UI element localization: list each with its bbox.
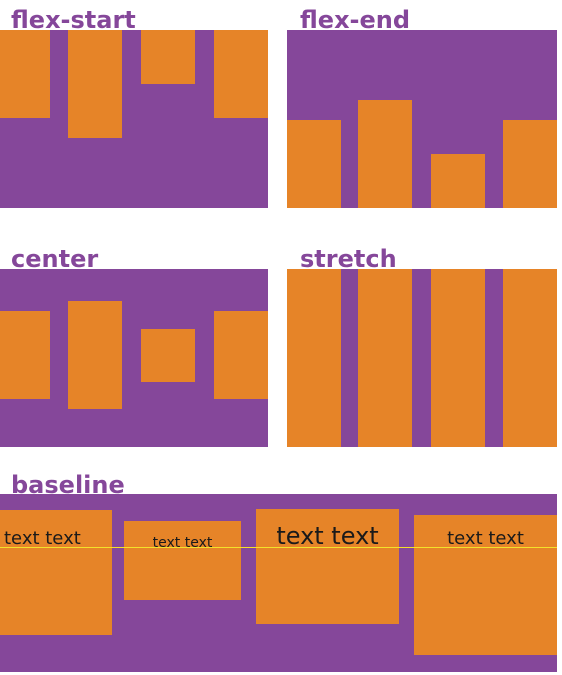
panel-center xyxy=(0,269,268,447)
baseline-item-1-text: text text xyxy=(4,528,81,549)
stretch-item-1 xyxy=(287,269,341,447)
baseline-item-3: text text xyxy=(256,509,399,624)
panel-flex-start xyxy=(0,30,268,208)
stretch-item-4 xyxy=(503,269,557,447)
panel-stretch xyxy=(287,269,557,447)
title-stretch: stretch xyxy=(300,245,397,273)
center-item-3 xyxy=(141,329,195,382)
baseline-item-4: text text xyxy=(414,515,557,655)
stretch-item-3 xyxy=(431,269,485,447)
center-item-1 xyxy=(0,311,50,399)
stretch-item-2 xyxy=(358,269,412,447)
center-item-4 xyxy=(214,311,268,399)
panel-flex-end xyxy=(287,30,557,208)
panel-baseline: text text text text text text text text xyxy=(0,494,557,672)
flex-end-item-4 xyxy=(503,120,557,208)
title-baseline: baseline xyxy=(11,471,125,499)
center-item-2 xyxy=(68,301,122,409)
title-flex-end: flex-end xyxy=(300,6,411,34)
flex-start-item-2 xyxy=(68,30,122,138)
baseline-item-4-text: text text xyxy=(447,528,524,549)
baseline-guide-line xyxy=(0,547,557,548)
title-center: center xyxy=(11,245,99,273)
title-flex-start: flex-start xyxy=(11,6,136,34)
flex-start-item-1 xyxy=(0,30,50,118)
baseline-item-3-text: text text xyxy=(276,522,379,550)
baseline-item-2-text: text text xyxy=(152,535,213,551)
flex-end-item-2 xyxy=(358,100,412,208)
flex-start-item-4 xyxy=(214,30,268,118)
flex-end-item-1 xyxy=(287,120,341,208)
flex-end-item-3 xyxy=(431,154,485,208)
baseline-item-1: text text xyxy=(0,510,112,635)
baseline-item-2: text text xyxy=(124,521,241,600)
flex-start-item-3 xyxy=(141,30,195,84)
